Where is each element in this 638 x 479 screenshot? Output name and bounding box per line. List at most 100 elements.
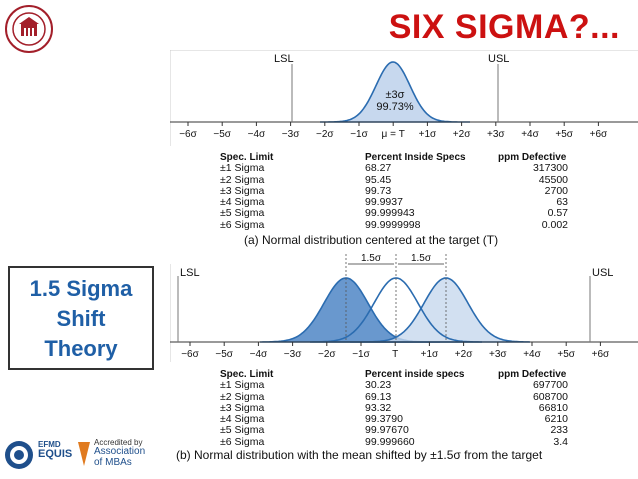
header-spec-limit: Spec. Limit bbox=[220, 152, 274, 163]
bottom-table-header: Spec. Limit Percent inside specs ppm Def… bbox=[220, 369, 620, 380]
cell-percent: 69.13 bbox=[365, 390, 392, 403]
cell-spec: ±5 Sigma bbox=[220, 207, 265, 220]
cell-percent: 99.73 bbox=[365, 184, 392, 197]
cell-ppm: 6210 bbox=[544, 413, 568, 426]
shift-line-1: 1.5 Sigma bbox=[29, 276, 133, 301]
axis-tick-label: −1σ bbox=[352, 349, 370, 360]
axis-tick-label: +6σ bbox=[592, 349, 610, 360]
efmd-label: EFMD bbox=[38, 440, 61, 449]
amba-line-2: Association bbox=[94, 446, 146, 457]
cell-ppm: 317300 bbox=[532, 162, 568, 175]
cell-spec: ±4 Sigma bbox=[220, 413, 265, 426]
equis-label: EQUIS bbox=[38, 448, 73, 460]
axis-tick-label: +1σ bbox=[421, 349, 439, 360]
aacsb-logo-icon bbox=[5, 441, 33, 469]
cell-percent: 30.23 bbox=[365, 379, 392, 392]
axis-tick-label: μ = T bbox=[382, 129, 405, 140]
cell-ppm: 66810 bbox=[538, 401, 568, 414]
cell-ppm: 3.4 bbox=[553, 435, 568, 448]
shift-line-3: Theory bbox=[44, 336, 118, 361]
cell-ppm: 608700 bbox=[532, 390, 568, 403]
table-row: ±3 Sigma 93.32 66810 bbox=[220, 401, 620, 414]
axis-tick-label: −1σ bbox=[350, 129, 368, 140]
axis-tick-label: −5σ bbox=[215, 349, 233, 360]
axis-tick-label: −4σ bbox=[248, 129, 266, 140]
cell-spec: ±5 Sigma bbox=[220, 424, 265, 437]
top-spec-table: Spec. Limit Percent Inside Specs ppm Def… bbox=[220, 152, 620, 231]
header-spec-limit: Spec. Limit bbox=[220, 369, 274, 380]
cell-percent: 68.27 bbox=[365, 162, 392, 175]
cell-spec: ±6 Sigma bbox=[220, 218, 265, 231]
cell-spec: ±2 Sigma bbox=[220, 173, 265, 186]
table-row: ±1 Sigma 30.23 697700 bbox=[220, 379, 620, 392]
axis-tick-label: −5σ bbox=[213, 129, 231, 140]
axis-tick-label: −6σ bbox=[181, 349, 199, 360]
amba-line-1: Accredited by bbox=[94, 438, 143, 447]
axis-tick-label: +1σ bbox=[419, 129, 437, 140]
bottom-axis-ticks: −6σ −5σ −4σ −3σ −2σ −1σ T +1σ +2σ +3σ +4σ +5σ +6σ bbox=[181, 342, 610, 360]
cell-ppm: 2700 bbox=[544, 184, 568, 197]
center-sigma-label: ±3σ bbox=[386, 89, 405, 101]
page-title: SIX SIGMA?... bbox=[388, 8, 620, 46]
cell-percent: 99.3790 bbox=[365, 413, 403, 426]
axis-tick-label: −2σ bbox=[316, 129, 334, 140]
cell-percent: 99.9999998 bbox=[365, 218, 421, 231]
axis-tick-label: +4σ bbox=[523, 349, 541, 360]
table-row: ±1 Sigma 68.27 317300 bbox=[220, 162, 620, 175]
axis-tick-label: +4σ bbox=[521, 129, 539, 140]
table-row: ±5 Sigma 99.999943 0.57 bbox=[220, 207, 620, 220]
table-row: ±6 Sigma 99.999660 3.4 bbox=[220, 435, 620, 448]
table-row: ±4 Sigma 99.9937 63 bbox=[220, 196, 620, 209]
cell-spec: ±2 Sigma bbox=[220, 390, 265, 403]
header-percent: Percent inside specs bbox=[365, 369, 465, 380]
cell-percent: 99.9937 bbox=[365, 196, 403, 209]
header-ppm: ppm Defective bbox=[498, 152, 567, 163]
amba-line-3: of MBAs bbox=[94, 457, 132, 468]
cell-percent: 93.32 bbox=[365, 401, 392, 414]
cell-ppm: 233 bbox=[550, 424, 568, 437]
shift-theory-box: 1.5 Sigma Shift Theory bbox=[8, 266, 154, 370]
axis-tick-label: +3σ bbox=[487, 129, 505, 140]
axis-tick-label: T bbox=[392, 349, 398, 360]
center-percent-label: 99.73% bbox=[376, 101, 414, 113]
right-shift-label: 1.5σ bbox=[411, 253, 432, 264]
shift-line-2: Shift bbox=[56, 306, 106, 331]
lsl-label: LSL bbox=[274, 53, 294, 65]
cell-spec: ±3 Sigma bbox=[220, 401, 265, 414]
cell-percent: 95.45 bbox=[365, 173, 392, 186]
axis-tick-label: −4σ bbox=[250, 349, 268, 360]
accreditation-logos: EFMD EQUIS Accredited by Association of … bbox=[4, 436, 154, 476]
cell-spec: ±1 Sigma bbox=[220, 162, 265, 175]
table-row: ±4 Sigma 99.3790 6210 bbox=[220, 413, 620, 426]
top-axis-ticks: −6σ −5σ −4σ −3σ −2σ −1σ μ = T +1σ +2σ +3σ +4σ +5σ +6… bbox=[179, 122, 608, 140]
axis-tick-label: +6σ bbox=[590, 129, 608, 140]
cell-percent: 99.97670 bbox=[365, 424, 409, 437]
axis-tick-label: −2σ bbox=[318, 349, 336, 360]
axis-tick-label: +2σ bbox=[453, 129, 471, 140]
header-ppm: ppm Defective bbox=[498, 369, 567, 380]
top-distribution-chart: LSL USL ±3σ 99.73% −6σ −5σ −4σ −3σ −2σ −1σ μ =… bbox=[170, 50, 638, 146]
cell-ppm: 697700 bbox=[532, 379, 568, 392]
lsl-label: LSL bbox=[180, 267, 200, 279]
university-seal-logo bbox=[5, 5, 53, 53]
cell-ppm: 63 bbox=[556, 196, 568, 209]
top-table-header: Spec. Limit Percent Inside Specs ppm Def… bbox=[220, 152, 620, 163]
left-shift-label: 1.5σ bbox=[361, 253, 382, 264]
axis-tick-label: +3σ bbox=[489, 349, 507, 360]
cell-spec: ±3 Sigma bbox=[220, 184, 265, 197]
table-row: ±6 Sigma 99.9999998 0.002 bbox=[220, 218, 620, 231]
table-row: ±2 Sigma 69.13 608700 bbox=[220, 390, 620, 403]
table-row: ±5 Sigma 99.97670 233 bbox=[220, 424, 620, 437]
axis-tick-label: −3σ bbox=[282, 129, 300, 140]
table-row: ±3 Sigma 99.73 2700 bbox=[220, 184, 620, 197]
cell-ppm: 0.002 bbox=[541, 218, 568, 231]
top-caption: (a) Normal distribution centered at the … bbox=[244, 233, 499, 247]
cell-percent: 99.999943 bbox=[365, 207, 415, 220]
cell-spec: ±1 Sigma bbox=[220, 379, 265, 392]
cell-spec: ±6 Sigma bbox=[220, 435, 265, 448]
bottom-distribution-chart: LSL USL 1.5σ 1.5σ −6σ −5σ −4σ −3σ −2σ −1σ T +1σ… bbox=[170, 250, 638, 362]
bottom-caption: (b) Normal distribution with the mean sh… bbox=[176, 448, 543, 462]
header-percent: Percent Inside Specs bbox=[365, 152, 466, 163]
bottom-spec-table: Spec. Limit Percent inside specs ppm Def… bbox=[220, 369, 620, 448]
cell-percent: 99.999660 bbox=[365, 435, 415, 448]
